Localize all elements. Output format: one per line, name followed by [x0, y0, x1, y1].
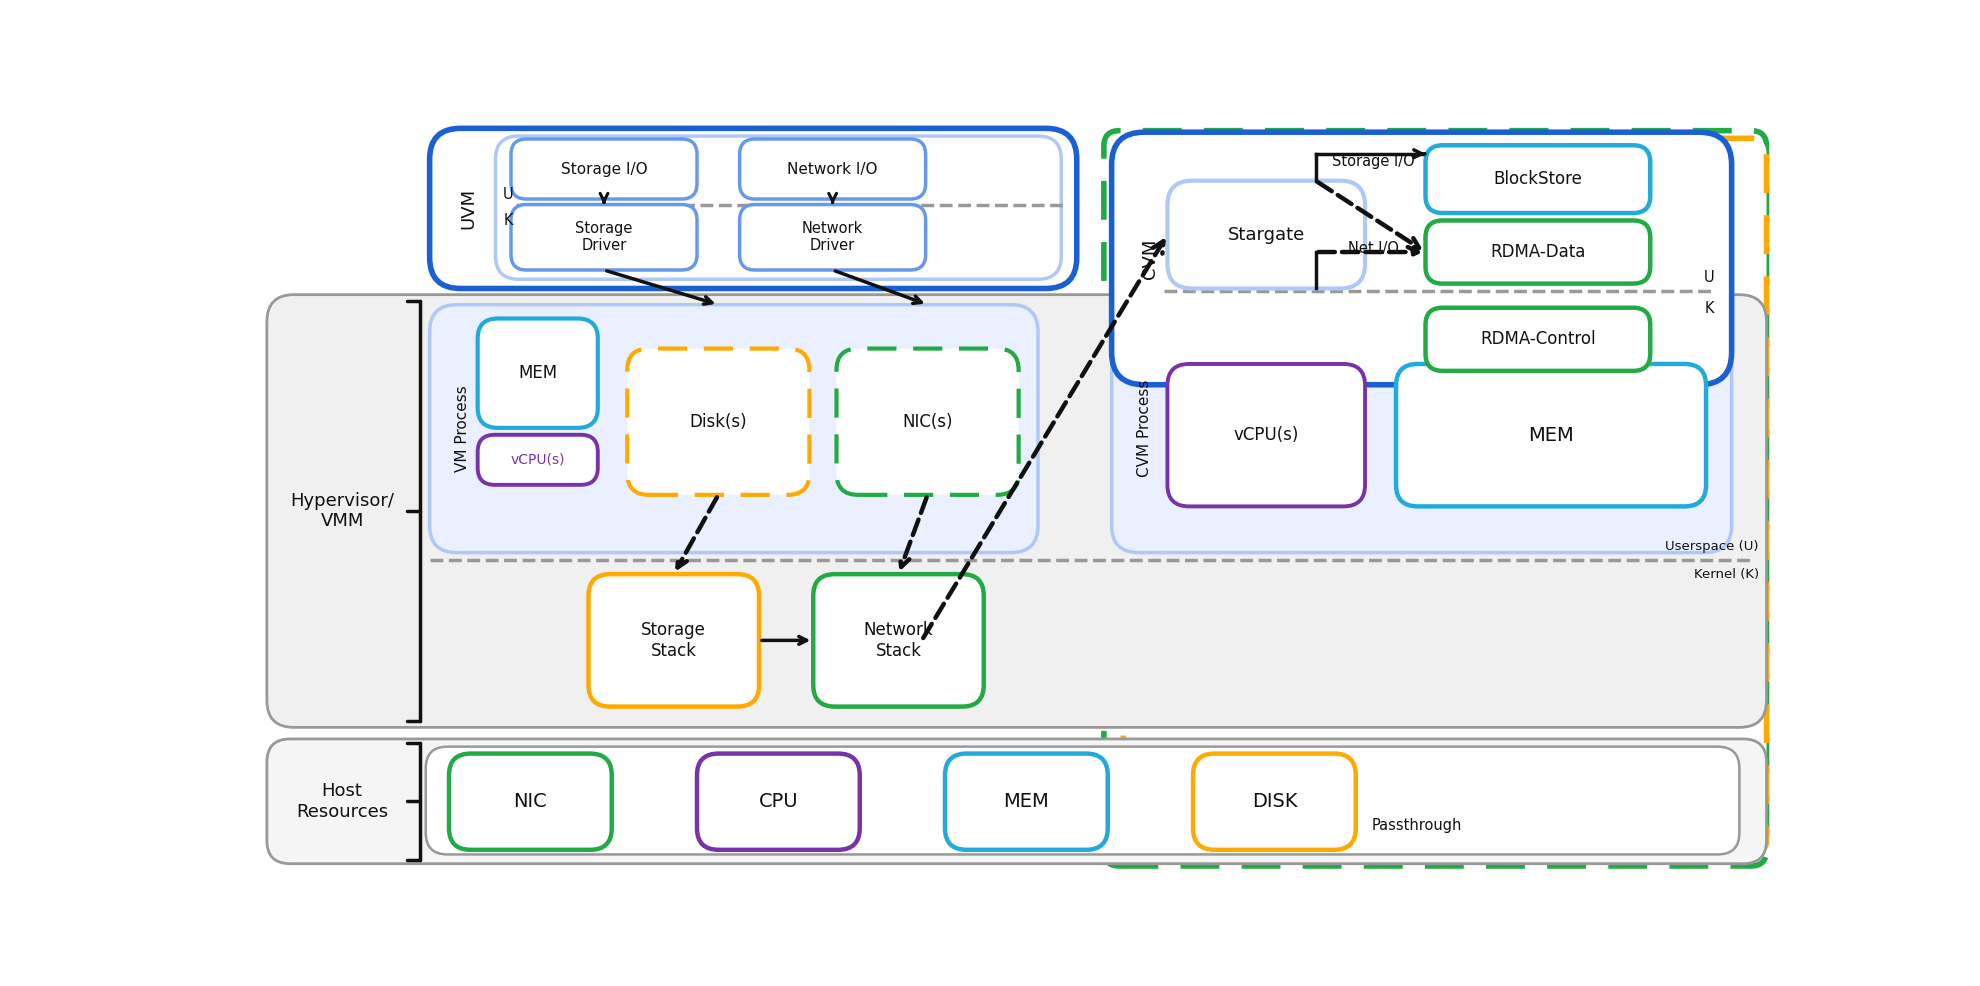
Text: NIC: NIC [513, 792, 546, 811]
FancyBboxPatch shape [1111, 132, 1732, 385]
FancyBboxPatch shape [511, 204, 697, 270]
Text: Storage I/O: Storage I/O [560, 162, 647, 176]
FancyBboxPatch shape [511, 139, 697, 199]
Text: U: U [1705, 270, 1715, 285]
FancyBboxPatch shape [1426, 145, 1649, 213]
Text: RDMA-Data: RDMA-Data [1491, 243, 1586, 261]
Text: Net I/O: Net I/O [1348, 242, 1400, 256]
FancyBboxPatch shape [1396, 364, 1707, 507]
FancyBboxPatch shape [1105, 130, 1766, 866]
FancyBboxPatch shape [495, 136, 1061, 279]
Text: DISK: DISK [1251, 792, 1297, 811]
FancyBboxPatch shape [477, 318, 598, 428]
Text: Host
Resources: Host Resources [295, 782, 388, 820]
FancyBboxPatch shape [477, 435, 598, 485]
FancyBboxPatch shape [741, 204, 925, 270]
Text: NIC(s): NIC(s) [903, 413, 952, 431]
Text: Disk(s): Disk(s) [689, 413, 746, 431]
Text: Storage I/O: Storage I/O [1333, 154, 1416, 169]
Text: Passthrough: Passthrough [1372, 817, 1461, 833]
FancyBboxPatch shape [1426, 221, 1649, 284]
FancyBboxPatch shape [267, 739, 1766, 864]
FancyBboxPatch shape [1111, 305, 1732, 552]
Text: Network I/O: Network I/O [788, 162, 877, 176]
Text: Storage
Driver: Storage Driver [576, 221, 634, 253]
Text: BlockStore: BlockStore [1493, 171, 1582, 188]
Text: K: K [503, 213, 513, 228]
FancyBboxPatch shape [426, 746, 1738, 855]
Text: Storage
Stack: Storage Stack [642, 621, 707, 660]
Text: Stargate: Stargate [1228, 226, 1305, 244]
Text: K: K [1705, 301, 1715, 316]
Text: Network
Driver: Network Driver [802, 221, 863, 253]
FancyBboxPatch shape [814, 574, 984, 707]
Text: RDMA-Control: RDMA-Control [1481, 330, 1596, 348]
Text: Hypervisor/
VMM: Hypervisor/ VMM [289, 492, 394, 530]
Text: Network
Stack: Network Stack [863, 621, 933, 660]
Text: CPU: CPU [758, 792, 798, 811]
FancyBboxPatch shape [1123, 138, 1766, 855]
FancyBboxPatch shape [430, 305, 1038, 552]
Text: MEM: MEM [1529, 426, 1574, 445]
FancyBboxPatch shape [1426, 308, 1649, 371]
FancyBboxPatch shape [741, 139, 925, 199]
FancyBboxPatch shape [944, 753, 1107, 850]
FancyBboxPatch shape [697, 753, 859, 850]
Text: MEM: MEM [1004, 792, 1049, 811]
FancyBboxPatch shape [1168, 180, 1364, 289]
Text: Kernel (K): Kernel (K) [1693, 568, 1758, 581]
FancyBboxPatch shape [588, 574, 758, 707]
Text: Userspace (U): Userspace (U) [1665, 540, 1758, 553]
Text: VM Process: VM Process [455, 386, 469, 472]
FancyBboxPatch shape [267, 295, 1766, 728]
FancyBboxPatch shape [430, 128, 1077, 289]
FancyBboxPatch shape [836, 348, 1018, 495]
FancyBboxPatch shape [628, 348, 810, 495]
Text: vCPU(s): vCPU(s) [1234, 426, 1299, 444]
Text: U: U [503, 187, 515, 202]
FancyBboxPatch shape [1194, 753, 1356, 850]
Text: MEM: MEM [519, 364, 556, 383]
Text: CVM Process: CVM Process [1137, 380, 1152, 477]
Text: UVM: UVM [459, 188, 477, 229]
FancyBboxPatch shape [1168, 364, 1364, 507]
Text: vCPU(s): vCPU(s) [511, 453, 564, 466]
FancyBboxPatch shape [449, 753, 612, 850]
Text: CVM: CVM [1140, 239, 1160, 279]
